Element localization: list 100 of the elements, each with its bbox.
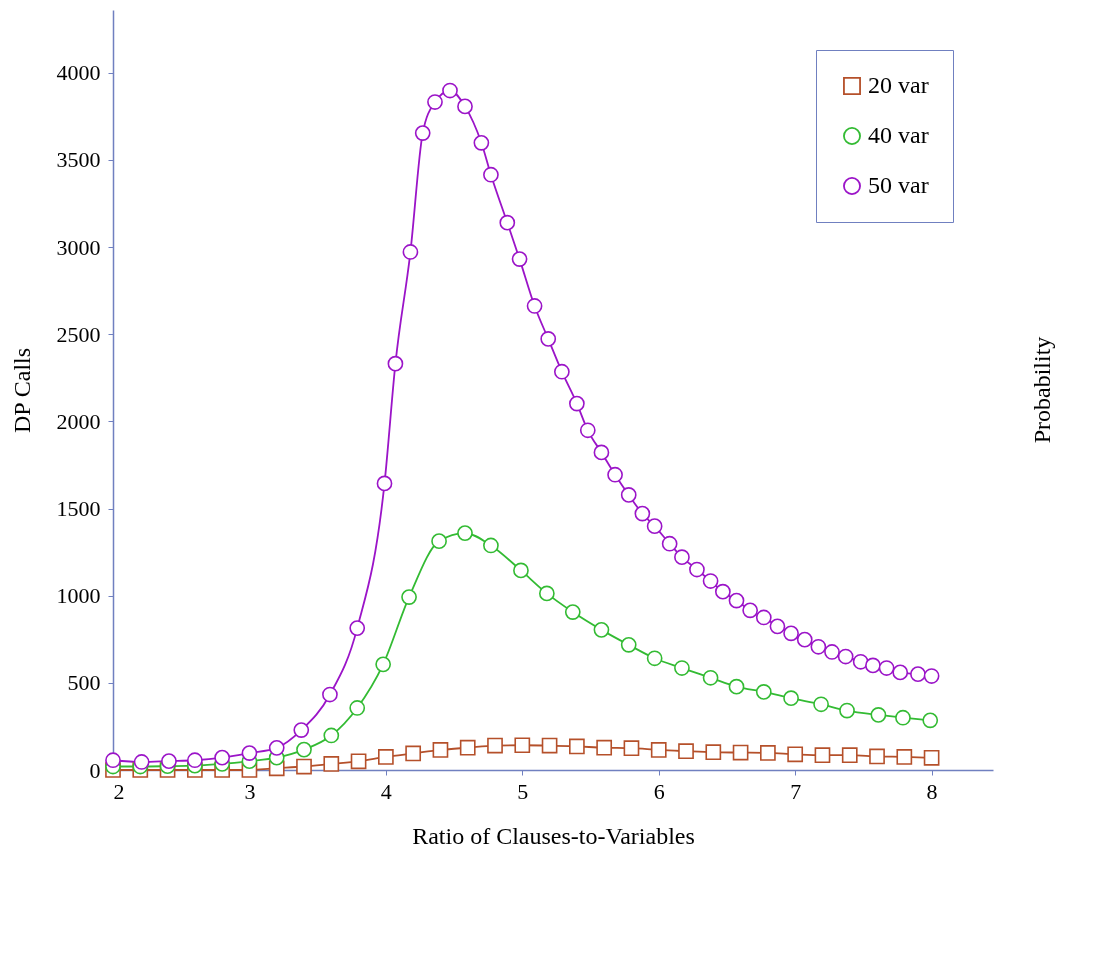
point [892, 664, 909, 681]
point [869, 748, 885, 765]
point [349, 620, 366, 636]
x-tick-label: 4 [380, 778, 392, 804]
point [593, 622, 610, 638]
point [646, 518, 663, 534]
x-tick-label: 7 [790, 778, 802, 804]
point [442, 82, 458, 99]
point [620, 636, 637, 653]
point [401, 589, 417, 605]
point [376, 475, 393, 492]
point [186, 752, 203, 769]
point [402, 244, 419, 260]
point [161, 753, 177, 769]
point [473, 134, 490, 151]
legend-label: 50 var [868, 172, 929, 198]
point [810, 638, 827, 655]
point [620, 487, 637, 503]
point [705, 744, 722, 761]
y-tick-label: 3000 [56, 234, 101, 260]
point [526, 298, 543, 314]
point [852, 653, 869, 670]
point [538, 585, 555, 602]
y-tick-label: 2500 [56, 321, 101, 347]
point [349, 700, 366, 716]
point [541, 737, 558, 754]
point [796, 631, 813, 648]
point [895, 709, 911, 726]
point [760, 745, 776, 761]
y-axis-title: DP Calls [8, 347, 35, 434]
y-tick-label: 4000 [56, 60, 101, 86]
point [350, 753, 367, 770]
point [689, 561, 705, 578]
y-tick-label: 2000 [56, 408, 101, 434]
point [432, 742, 449, 758]
point [702, 573, 719, 589]
point [483, 166, 499, 183]
y-tick-label: 3500 [56, 147, 101, 173]
point [293, 722, 310, 738]
point [896, 749, 913, 765]
point [296, 741, 312, 758]
point [323, 756, 340, 772]
point [540, 331, 557, 347]
point [499, 214, 516, 231]
point [783, 690, 799, 707]
x-axis-title: Ratio of Clauses-to-Variables [412, 822, 695, 849]
point [459, 739, 476, 756]
x-tick-label: 2 [113, 778, 125, 804]
point [839, 702, 855, 719]
point [569, 395, 585, 412]
y-tick-label: 1000 [56, 583, 101, 609]
point [923, 668, 940, 684]
point [769, 618, 786, 635]
point [487, 737, 503, 754]
point [661, 535, 678, 552]
legend-label: 40 var [868, 122, 929, 148]
point [755, 609, 772, 626]
y-tick-label: 500 [67, 670, 101, 696]
point [623, 740, 640, 757]
point [513, 562, 529, 579]
point [564, 604, 581, 620]
point [728, 678, 745, 695]
point [910, 666, 926, 682]
point [824, 644, 840, 660]
point [714, 583, 731, 600]
point [514, 737, 531, 754]
point [387, 355, 404, 372]
x-tick-label: 5 [517, 778, 529, 804]
point [870, 707, 887, 723]
point [755, 684, 772, 700]
point [837, 648, 854, 665]
point [742, 602, 759, 619]
point [554, 363, 570, 380]
y-tick-label: 0 [89, 757, 101, 783]
point [646, 650, 663, 667]
point [674, 660, 690, 676]
x-tick-label: 6 [653, 778, 665, 804]
point [728, 592, 745, 609]
point [813, 696, 829, 713]
point [457, 525, 473, 541]
point [431, 533, 447, 549]
point [133, 754, 150, 770]
y-tick-label: 1500 [56, 496, 101, 522]
point [596, 739, 613, 756]
point [878, 660, 895, 676]
point [674, 549, 690, 566]
point [378, 749, 394, 765]
point [241, 745, 258, 761]
point [814, 747, 831, 764]
point [593, 444, 610, 461]
point [607, 466, 623, 483]
point [427, 94, 443, 110]
point [783, 625, 799, 642]
point [841, 747, 858, 764]
point [105, 752, 121, 769]
point [457, 98, 473, 115]
point [787, 746, 804, 763]
legend-label: 20 var [868, 72, 929, 98]
point [323, 727, 340, 744]
point [483, 537, 499, 554]
